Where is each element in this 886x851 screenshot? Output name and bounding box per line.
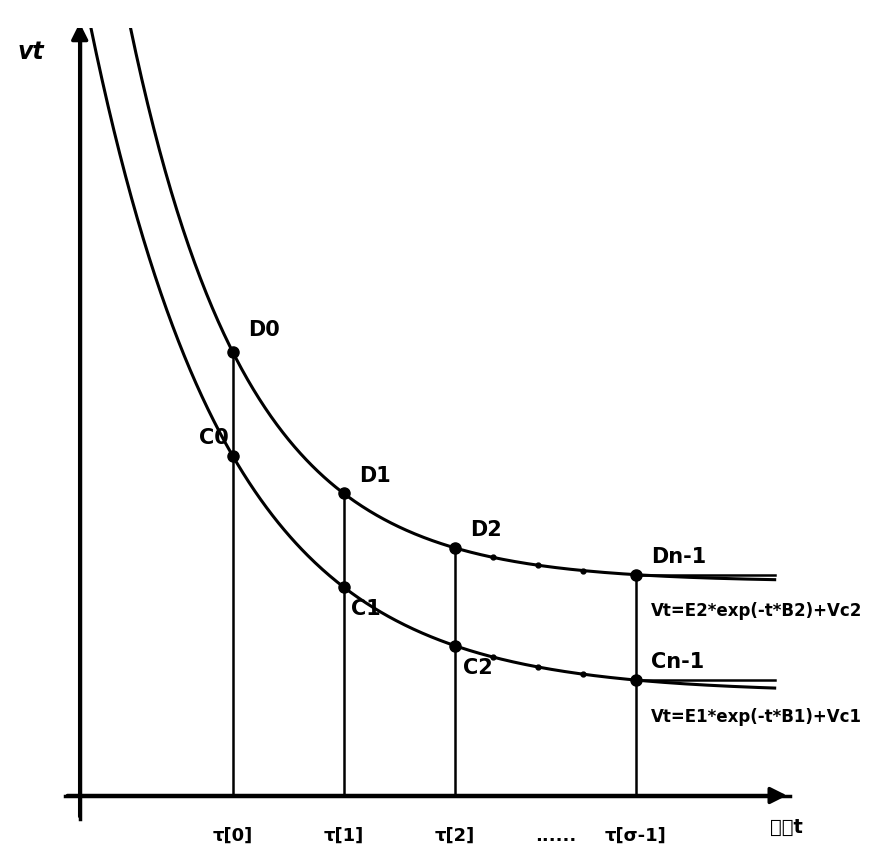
Text: C2: C2 <box>462 658 493 677</box>
Text: τ[2]: τ[2] <box>435 827 475 845</box>
Text: 时刻t: 时刻t <box>770 818 803 837</box>
Text: D1: D1 <box>359 465 391 486</box>
Text: vt: vt <box>18 40 44 64</box>
Text: ......: ...... <box>535 827 577 845</box>
Text: D0: D0 <box>248 320 279 340</box>
Text: Vt=E2*exp(-t*B2)+Vc2: Vt=E2*exp(-t*B2)+Vc2 <box>651 603 862 620</box>
Text: τ[0]: τ[0] <box>213 827 253 845</box>
Text: Cn-1: Cn-1 <box>651 652 704 672</box>
Text: C0: C0 <box>199 428 229 448</box>
Text: τ[1]: τ[1] <box>323 827 364 845</box>
Text: D2: D2 <box>470 520 501 540</box>
Bar <box>4 4 797 28</box>
Text: τ[σ-1]: τ[σ-1] <box>605 827 666 845</box>
Text: Dn-1: Dn-1 <box>651 546 706 567</box>
Text: C1: C1 <box>352 599 381 619</box>
Text: Vt=E1*exp(-t*B1)+Vc1: Vt=E1*exp(-t*B1)+Vc1 <box>651 708 862 726</box>
